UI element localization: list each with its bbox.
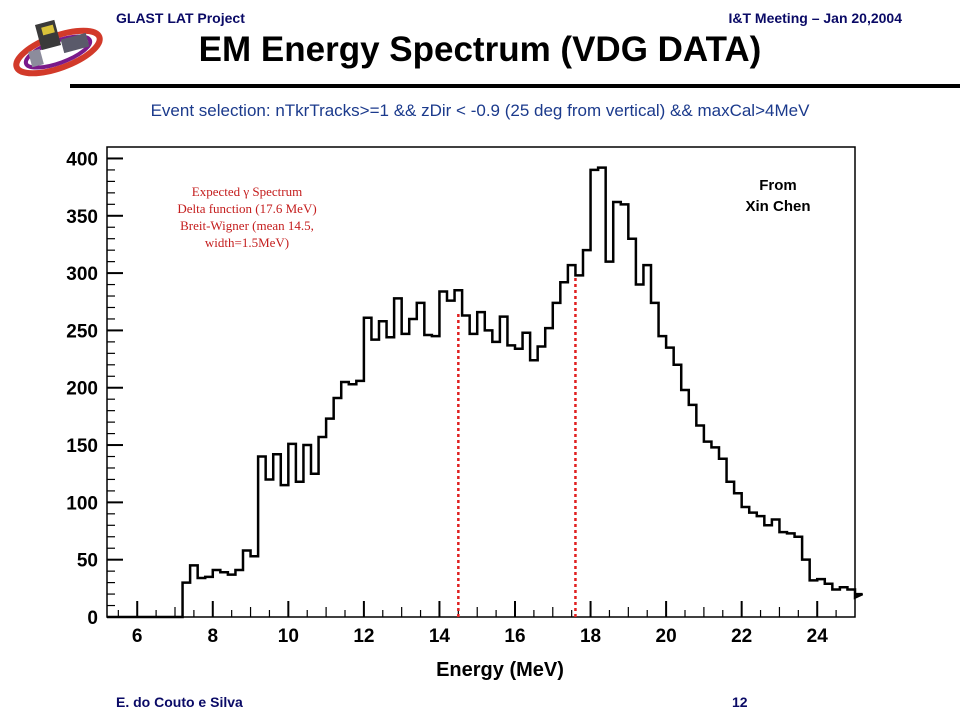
y-tick-label: 350	[66, 207, 98, 228]
y-tick-label: 150	[66, 436, 98, 457]
x-tick-label: 22	[731, 626, 752, 647]
y-tick-label: 0	[87, 608, 98, 629]
x-tick-label: 24	[807, 626, 829, 647]
y-tick-label: 100	[66, 493, 98, 514]
event-selection: Event selection: nTkrTracks>=1 && zDir <…	[150, 101, 810, 120]
x-tick-label: 6	[132, 626, 143, 647]
x-axis-label: Energy (MeV)	[436, 659, 564, 681]
y-tick-label: 50	[77, 551, 98, 572]
x-tick-label: 20	[656, 626, 677, 647]
header-project: GLAST LAT Project	[116, 10, 245, 26]
page-title: EM Energy Spectrum (VDG DATA)	[198, 30, 762, 69]
expected-note-line: Delta function (17.6 MeV)	[177, 201, 317, 216]
x-tick-label: 12	[353, 626, 374, 647]
footer-author: E. do Couto e Silva	[116, 694, 243, 710]
x-tick-label: 10	[278, 626, 299, 647]
glast-logo-icon	[13, 19, 103, 77]
x-tick-label: 14	[429, 626, 451, 647]
credit-line: Xin Chen	[745, 198, 811, 215]
credit-line: From	[759, 177, 797, 194]
y-tick-label: 300	[66, 264, 98, 285]
footer-page-number: 12	[732, 694, 748, 710]
x-tick-label: 18	[580, 626, 601, 647]
y-tick-label: 400	[66, 149, 98, 170]
expected-note-line: Breit-Wigner (mean 14.5,	[180, 218, 314, 233]
x-tick-label: 16	[504, 626, 525, 647]
histogram-series	[107, 166, 864, 619]
credit-note: From Xin Chen	[718, 175, 838, 217]
title-underline	[70, 84, 960, 88]
y-tick-label: 250	[66, 321, 98, 342]
expected-note-line: Expected γ Spectrum	[191, 184, 303, 199]
x-axis: 6 8 10 12 14 16 18 20 22 24	[117, 601, 837, 647]
x-tick-label: 8	[207, 626, 218, 647]
expected-lines	[457, 275, 577, 617]
header-meeting: I&T Meeting – Jan 20,2004	[728, 10, 902, 26]
y-tick-label: 200	[66, 379, 98, 400]
expected-spectrum-note: Expected γ Spectrum Delta function (17.6…	[142, 183, 352, 251]
y-axis: 0 50 100 150 200 250 300 350 400	[66, 149, 123, 629]
expected-note-line: width=1.5MeV)	[204, 235, 290, 250]
plot-frame	[106, 146, 856, 618]
